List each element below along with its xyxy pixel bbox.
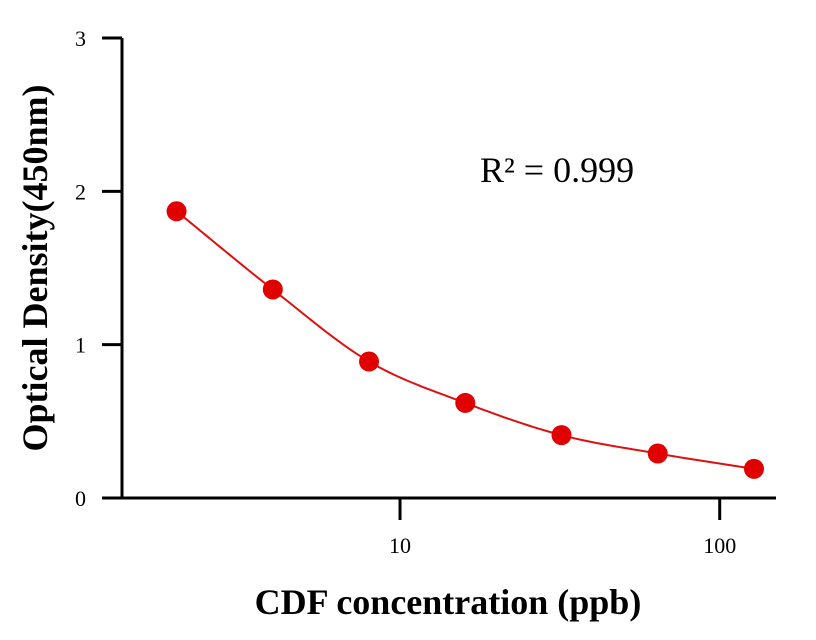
x-tick-label: 100 — [703, 533, 736, 558]
x-tick-label: 10 — [389, 533, 411, 558]
data-point — [262, 279, 283, 300]
data-point — [359, 351, 380, 372]
y-tick-label: 2 — [75, 179, 86, 204]
x-axis-title: CDF concentration (ppb) — [255, 582, 642, 622]
y-axis-title: Optical Density(450nm) — [15, 85, 55, 452]
y-tick-label: 3 — [75, 26, 86, 51]
data-point — [647, 443, 668, 464]
plot-area: 0 1 2 3 10 100 — [75, 26, 776, 558]
y-tick-label: 0 — [75, 486, 86, 511]
r-squared-annotation: R² = 0.999 — [480, 150, 634, 190]
fit-curve — [175, 210, 755, 470]
data-point — [743, 458, 764, 479]
y-tick-label: 1 — [75, 333, 86, 358]
data-point — [166, 201, 187, 222]
data-point — [551, 425, 572, 446]
data-point — [455, 392, 476, 413]
